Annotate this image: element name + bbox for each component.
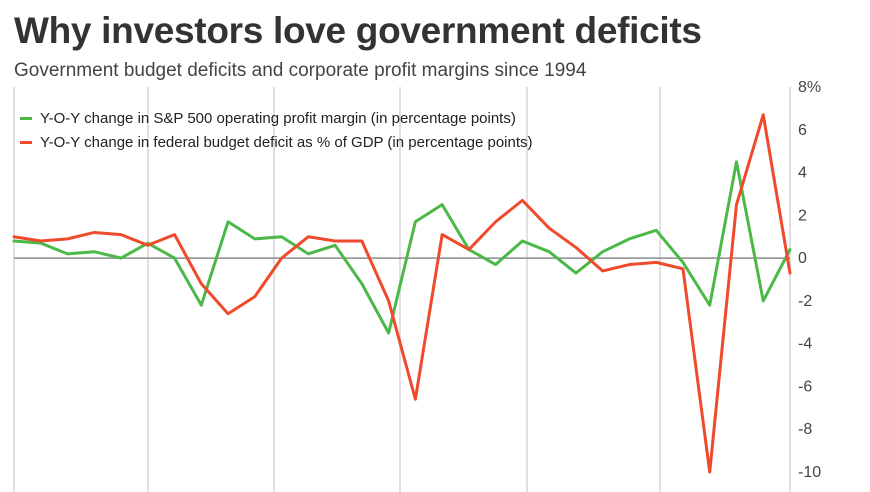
y-tick-label: 2 — [798, 207, 807, 224]
legend-item-profit-margin: Y-O-Y change in S&P 500 operating profit… — [20, 106, 533, 130]
y-tick-label: 0 — [798, 250, 807, 267]
y-tick-label: -6 — [798, 378, 812, 395]
legend-label-budget-deficit: Y-O-Y change in federal budget deficit a… — [40, 133, 533, 151]
chart-subtitle: Government budget deficits and corporate… — [14, 60, 587, 81]
y-tick-label: 8% — [798, 79, 821, 96]
series-lines — [12, 113, 792, 474]
chart-title: Why investors love government deficits — [14, 10, 702, 51]
y-tick-label: -4 — [798, 336, 812, 353]
series-line-0 — [12, 160, 792, 335]
y-tick-label: 6 — [798, 122, 807, 139]
legend-swatch-red — [20, 140, 32, 144]
y-axis-ticks: -10 -8 -6 -4 -2 0 2 4 6 8% — [798, 79, 821, 481]
legend-label-profit-margin: Y-O-Y change in S&P 500 operating profit… — [40, 109, 516, 127]
legend-item-budget-deficit: Y-O-Y change in federal budget deficit a… — [20, 130, 533, 154]
y-tick-label: -2 — [798, 293, 812, 310]
legend: Y-O-Y change in S&P 500 operating profit… — [20, 106, 533, 154]
y-tick-label: -10 — [798, 464, 821, 481]
series-line-1 — [12, 113, 792, 474]
grid — [13, 87, 791, 492]
y-tick-label: -8 — [798, 421, 812, 438]
y-tick-label: 4 — [798, 165, 807, 182]
legend-swatch-green — [20, 116, 32, 120]
